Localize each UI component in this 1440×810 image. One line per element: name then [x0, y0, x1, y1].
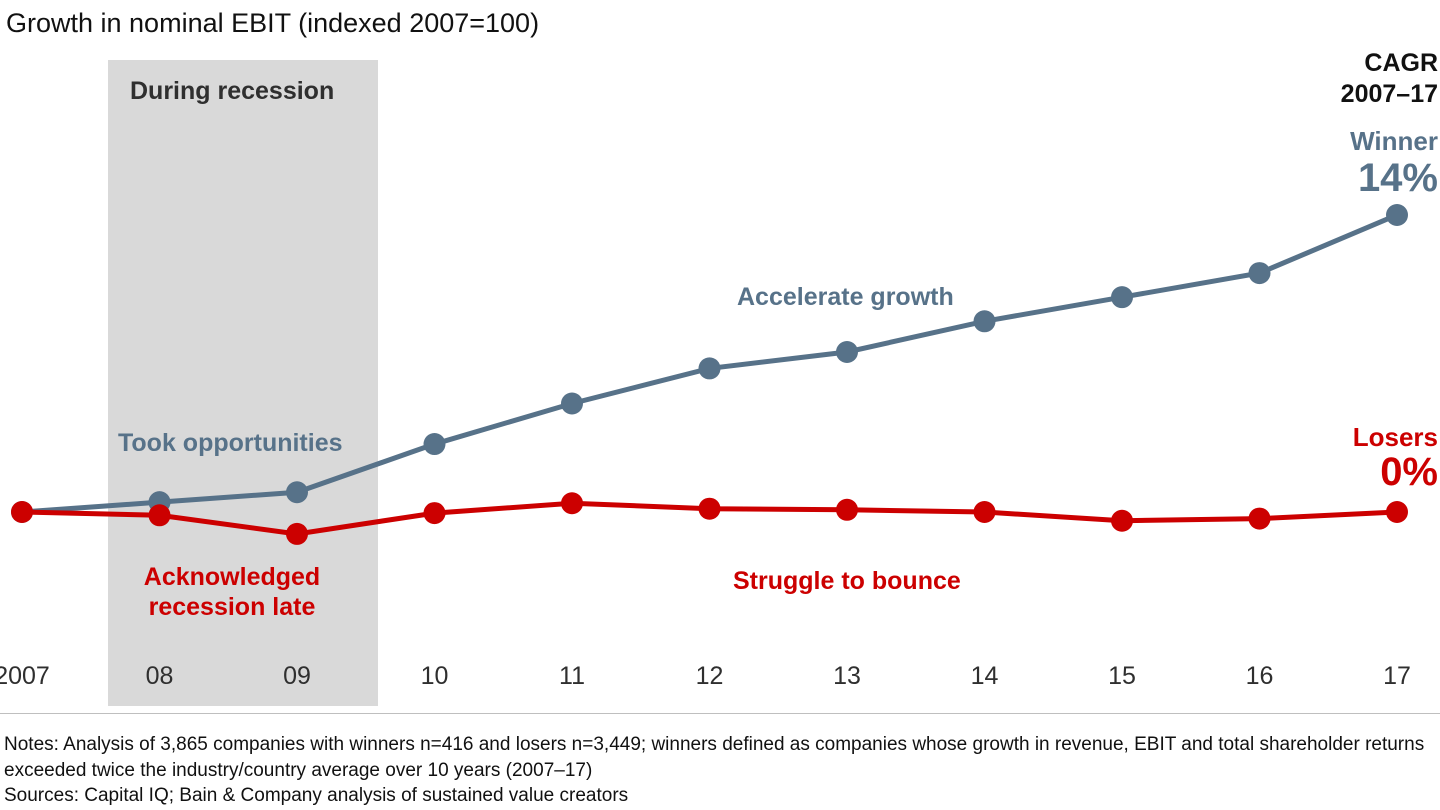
loser-series-label: Losers — [1352, 422, 1438, 452]
winner-series-label: Winner — [1350, 126, 1438, 156]
winners-point — [1248, 262, 1271, 285]
annotation-acknowledged-recession-late: Acknowledged recession late — [143, 563, 321, 621]
losers-point — [148, 504, 171, 527]
chart-sources: Sources: Capital IQ; Bain & Company anal… — [4, 785, 629, 806]
losers-point — [698, 497, 721, 520]
cagr-header: CAGR 2007–17 — [1340, 49, 1438, 109]
recession-band — [108, 60, 378, 706]
losers-point — [11, 501, 33, 523]
winners-point — [286, 481, 308, 504]
winners-point — [1386, 203, 1408, 226]
x-axis-label: 2007 — [0, 662, 50, 690]
loser-cagr-value: 0% — [1380, 450, 1438, 494]
chart-title: Growth in nominal EBIT (indexed 2007=100… — [6, 8, 540, 38]
losers-point — [1111, 509, 1133, 532]
losers-point — [1386, 501, 1408, 523]
winners-point — [423, 433, 446, 456]
losers-point — [973, 501, 996, 523]
x-axis-label: 11 — [559, 662, 585, 690]
losers-point — [1248, 507, 1271, 530]
x-axis-label: 08 — [145, 662, 174, 690]
losers-point — [423, 502, 446, 525]
x-axis-label: 13 — [833, 662, 861, 690]
losers-point — [836, 498, 858, 521]
winners-point — [973, 310, 996, 333]
chart-notes: Notes: Analysis of 3,865 companies with … — [4, 734, 1425, 781]
winners-point — [1111, 286, 1133, 309]
footer-divider — [0, 713, 1440, 714]
x-axis-label: 17 — [1383, 662, 1411, 690]
losers-point — [561, 492, 583, 515]
x-axis-label: 09 — [283, 662, 311, 690]
x-axis-label: 16 — [1245, 662, 1274, 690]
x-axis-label: 14 — [970, 662, 999, 690]
winners-point — [836, 340, 858, 363]
x-axis-label: 15 — [1108, 662, 1136, 690]
winners-point — [561, 392, 583, 415]
winners-point — [698, 357, 721, 380]
winner-cagr-value: 14% — [1357, 156, 1438, 200]
annotation-accelerate-growth: Accelerate growth — [737, 283, 954, 311]
recession-band-label: During recession — [130, 77, 335, 105]
annotation-struggle-to-bounce: Struggle to bounce — [733, 567, 961, 595]
x-axis-label: 10 — [420, 662, 449, 690]
losers-point — [286, 522, 308, 545]
annotation-took-opportunities: Took opportunities — [118, 429, 343, 457]
x-axis-label: 12 — [695, 662, 724, 690]
